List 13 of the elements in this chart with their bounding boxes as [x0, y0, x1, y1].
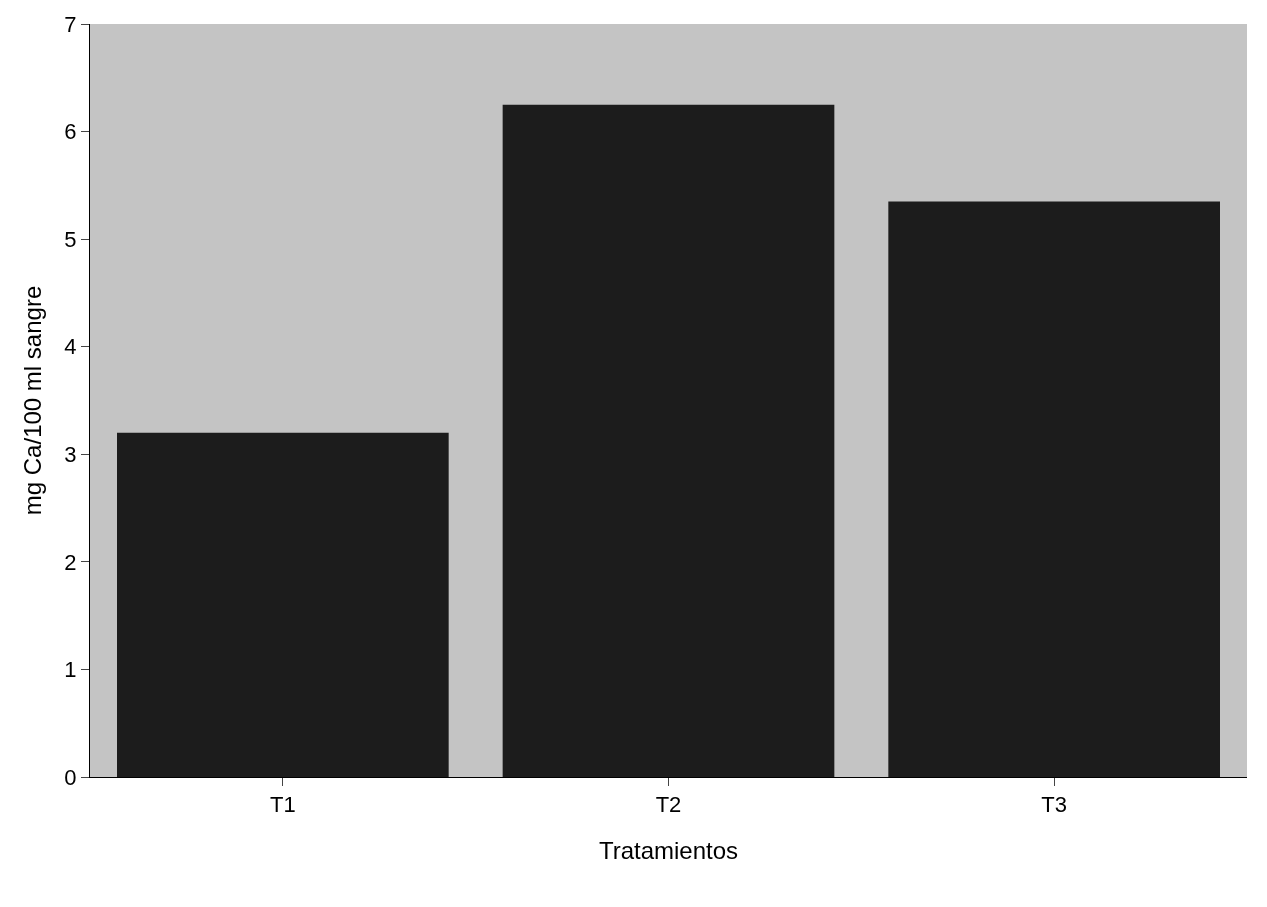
- y-tick-label: 3: [64, 441, 77, 467]
- y-tick-label: 0: [64, 764, 77, 790]
- x-axis-title: Tratamientos: [598, 836, 739, 864]
- x-tick-label: T1: [269, 792, 296, 818]
- x-tick-label: T2: [655, 792, 682, 818]
- x-tick-label: T3: [1041, 792, 1068, 818]
- y-tick-label: 1: [64, 657, 77, 683]
- y-tick-label: 7: [64, 11, 77, 37]
- y-axis-title: mg Ca/100 ml sangre: [19, 285, 47, 516]
- y-tick-label: 2: [64, 549, 77, 575]
- y-tick-label: 6: [64, 119, 77, 145]
- y-tick-label: 5: [64, 226, 77, 252]
- y-tick-label: 4: [64, 334, 77, 360]
